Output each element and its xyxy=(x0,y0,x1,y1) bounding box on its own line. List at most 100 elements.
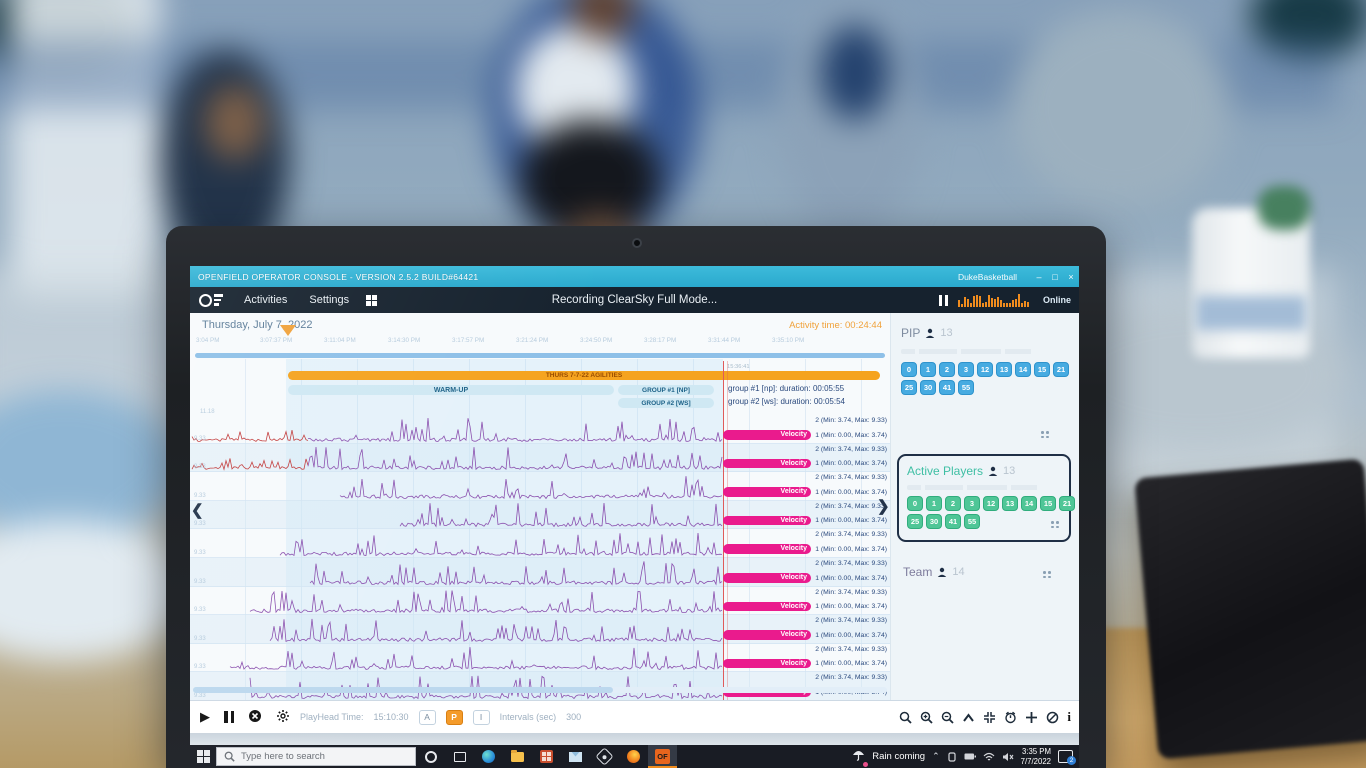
chevron-up-icon[interactable] xyxy=(962,712,975,723)
cortana-icon[interactable] xyxy=(416,745,445,768)
weather-umbrella-icon[interactable] xyxy=(852,748,869,767)
mail-icon[interactable] xyxy=(561,745,590,768)
info-icon[interactable]: i xyxy=(1067,709,1071,724)
velocity-row[interactable]: 9.33 Velocity 2 (Min: 3.74, Max: 9.33) 1 (M… xyxy=(190,557,890,587)
player-chip-13[interactable]: 13 xyxy=(996,362,1012,377)
minimize-button[interactable]: – xyxy=(1036,271,1042,282)
velocity-row[interactable]: 9.33 Velocity 2 (Min: 3.74, Max: 9.33) 1 (M… xyxy=(190,615,890,644)
velocity-row[interactable]: 9.33 Velocity 2 (Min: 3.74, Max: 9.33) 1 (M… xyxy=(190,472,890,501)
player-chip-25[interactable]: 25 xyxy=(907,514,923,529)
group2-bar[interactable]: GROUP #2 [WS] xyxy=(618,398,714,408)
openfield-taskbar-icon[interactable]: OF xyxy=(648,745,677,768)
taskbar-clock[interactable]: 3:35 PM 7/7/2022 xyxy=(1021,747,1051,766)
player-chip-12[interactable]: 12 xyxy=(977,362,993,377)
task-view-icon[interactable] xyxy=(445,745,474,768)
session-bar[interactable]: THURS 7-7-22 AGILITIES xyxy=(288,371,880,380)
play-button[interactable]: ▶ xyxy=(200,709,210,724)
player-chip-12[interactable]: 12 xyxy=(983,496,999,511)
openfield-logo-icon[interactable] xyxy=(199,293,223,307)
edge-icon[interactable] xyxy=(474,745,503,768)
volume-muted-icon[interactable] xyxy=(1002,752,1014,762)
horizontal-scrollbar[interactable] xyxy=(193,687,887,693)
stop-button[interactable] xyxy=(248,709,262,725)
velocity-pill[interactable]: Velocity xyxy=(723,544,811,554)
intervals-value[interactable]: 300 xyxy=(566,712,582,722)
active-players-section[interactable]: Active Players 13 0 1 2 3 12 13 14 15 21 25 30 41 55 xyxy=(897,454,1075,542)
velocity-row[interactable]: 9.33 Velocity 2 (Min: 3.74, Max: 9.33) 1 (M… xyxy=(190,443,890,473)
player-chip-21[interactable]: 21 xyxy=(1053,362,1069,377)
group1-bar[interactable]: GROUP #1 [NP] xyxy=(618,385,714,395)
taskbar-search-input[interactable]: Type here to search xyxy=(216,747,416,766)
player-chip-55[interactable]: 55 xyxy=(964,514,980,529)
velocity-pill[interactable]: Velocity xyxy=(723,573,811,583)
settings-app-icon[interactable] xyxy=(590,745,619,768)
velocity-row[interactable]: 9.33 Velocity 2 (Min: 3.74, Max: 9.33) 1 (M… xyxy=(190,587,890,616)
collapse-left-icon[interactable]: ❮ xyxy=(191,502,204,519)
drag-handle-icon[interactable] xyxy=(1051,521,1059,528)
player-chip-15[interactable]: 15 xyxy=(1040,496,1056,511)
player-chip-21[interactable]: 21 xyxy=(1059,496,1075,511)
velocity-pill[interactable]: Velocity xyxy=(723,601,811,612)
player-chip-13[interactable]: 13 xyxy=(1002,496,1018,511)
timeline-marker-icon[interactable] xyxy=(280,325,296,336)
player-chip-14[interactable]: 14 xyxy=(1015,362,1031,377)
pause-button[interactable] xyxy=(224,711,234,723)
pause-icon[interactable] xyxy=(938,294,948,306)
start-button[interactable] xyxy=(190,750,216,763)
velocity-pill[interactable]: Velocity xyxy=(723,630,811,640)
player-chip-0[interactable]: 0 xyxy=(901,362,917,377)
player-chip-41[interactable]: 41 xyxy=(939,380,955,395)
zoom-icon[interactable] xyxy=(899,711,913,724)
player-chip-2[interactable]: 2 xyxy=(945,496,961,511)
player-chip-25[interactable]: 25 xyxy=(901,380,917,395)
gear-icon[interactable] xyxy=(276,709,290,725)
velocity-pill[interactable]: Velocity xyxy=(723,430,811,440)
velocity-row[interactable]: 9.33 Velocity 2 (Min: 3.74, Max: 9.33) 1 (M… xyxy=(190,500,890,530)
player-chip-1[interactable]: 1 xyxy=(920,362,936,377)
collapse-right-icon[interactable]: ❯ xyxy=(877,498,890,515)
velocity-row[interactable]: 9.33 Velocity 2 (Min: 3.74, Max: 9.33) 1 (M… xyxy=(190,644,890,673)
menu-settings[interactable]: Settings xyxy=(309,294,350,306)
mode-a-button[interactable]: A xyxy=(418,709,436,725)
velocity-row[interactable]: 9.33 Velocity 2 (Min: 3.74, Max: 9.33) 1 (M… xyxy=(190,415,890,444)
playhead-line[interactable] xyxy=(723,361,724,700)
velocity-pill[interactable]: Velocity xyxy=(723,658,811,669)
disable-icon[interactable] xyxy=(1046,711,1059,724)
player-chip-30[interactable]: 30 xyxy=(920,380,936,395)
velocity-pill[interactable]: Velocity xyxy=(723,487,811,497)
warmup-bar[interactable]: WARM-UP xyxy=(288,385,614,395)
wifi-icon[interactable] xyxy=(983,752,995,762)
firefox-icon[interactable] xyxy=(619,745,648,768)
player-chip-1[interactable]: 1 xyxy=(926,496,942,511)
mode-i-button[interactable]: I xyxy=(472,709,490,725)
velocity-pill[interactable]: Velocity xyxy=(723,515,811,526)
file-explorer-icon[interactable] xyxy=(503,745,532,768)
velocity-pill[interactable]: Velocity xyxy=(723,458,811,469)
zoom-in-icon[interactable] xyxy=(920,711,934,724)
timer-icon[interactable] xyxy=(1004,711,1017,724)
tray-expand-icon[interactable]: ⌃ xyxy=(932,751,940,761)
player-chip-41[interactable]: 41 xyxy=(945,514,961,529)
store-app-icon[interactable] xyxy=(532,745,561,768)
add-icon[interactable] xyxy=(1025,711,1038,724)
tray-battery-icon[interactable] xyxy=(964,752,976,761)
player-chip-3[interactable]: 3 xyxy=(958,362,974,377)
drag-handle-icon[interactable] xyxy=(1043,571,1051,578)
player-chip-15[interactable]: 15 xyxy=(1034,362,1050,377)
player-chip-14[interactable]: 14 xyxy=(1021,496,1037,511)
player-chip-0[interactable]: 0 xyxy=(907,496,923,511)
close-button[interactable]: × xyxy=(1068,271,1074,282)
player-chip-30[interactable]: 30 xyxy=(926,514,942,529)
weather-text[interactable]: Rain coming xyxy=(872,751,926,762)
restore-button[interactable]: □ xyxy=(1052,271,1058,282)
velocity-row[interactable]: 9.33 Velocity 2 (Min: 3.74, Max: 9.33) 1 (M… xyxy=(190,529,890,558)
timeline-zoom-bar[interactable] xyxy=(195,353,885,358)
menu-activities[interactable]: Activities xyxy=(244,294,288,306)
mode-p-button[interactable]: P xyxy=(445,709,463,725)
player-chip-3[interactable]: 3 xyxy=(964,496,980,511)
drag-handle-icon[interactable] xyxy=(1041,431,1049,438)
player-chip-55[interactable]: 55 xyxy=(958,380,974,395)
apps-grid-icon[interactable] xyxy=(366,294,378,306)
tray-device-icon[interactable] xyxy=(947,751,957,762)
player-chip-2[interactable]: 2 xyxy=(939,362,955,377)
